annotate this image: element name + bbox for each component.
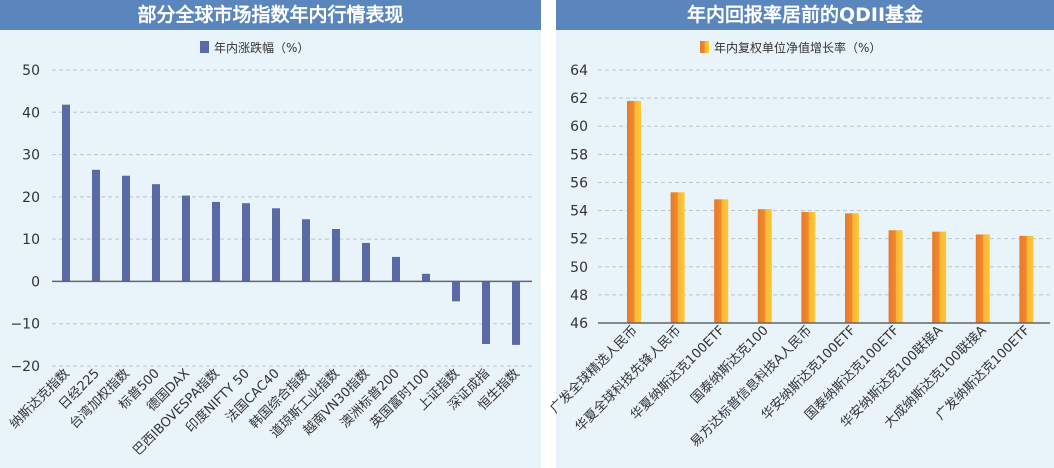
left-panel: 部分全球市场指数年内行情表现	[0, 0, 541, 468]
bar	[122, 175, 130, 282]
bar	[92, 169, 100, 282]
y-tick-label: 60	[570, 119, 588, 135]
bar	[182, 195, 190, 282]
y-tick-label: −10	[10, 317, 40, 333]
bar	[975, 234, 990, 323]
y-tick-label: 58	[570, 147, 588, 163]
y-tick-label: 30	[22, 148, 40, 164]
bar	[332, 228, 340, 282]
bar	[482, 281, 490, 345]
legend-swatch	[700, 41, 709, 53]
bar	[242, 203, 250, 282]
bar	[422, 273, 430, 282]
y-tick-label: 50	[22, 63, 40, 79]
bar	[932, 231, 947, 323]
bar	[452, 281, 460, 302]
bar	[627, 100, 641, 323]
y-tick-label: 10	[22, 232, 40, 248]
bar	[845, 213, 859, 323]
y-tick-label: 48	[570, 288, 588, 304]
bar	[212, 201, 220, 282]
y-tick-label: 52	[570, 232, 588, 248]
bar	[512, 281, 520, 345]
y-tick-label: 54	[570, 204, 588, 220]
bar	[362, 242, 370, 282]
y-tick-label: −20	[10, 359, 40, 375]
bar	[670, 192, 685, 323]
left-chart-title: 部分全球市场指数年内行情表现	[0, 0, 541, 30]
bar	[888, 230, 903, 323]
y-tick-label: 56	[570, 175, 588, 191]
bar	[302, 219, 310, 282]
legend-label: 年内涨跌幅（%）	[214, 40, 309, 55]
bar	[1019, 235, 1034, 323]
y-tick-label: 50	[570, 260, 588, 276]
y-tick-label: 40	[22, 105, 40, 121]
bar	[801, 211, 816, 323]
right-chart-title: 年内回报率居前的QDII基金	[556, 0, 1054, 30]
x-tick-label: 国泰纳斯达克100	[688, 323, 771, 406]
bar	[392, 256, 400, 282]
y-tick-label: 62	[570, 91, 588, 107]
bar	[152, 184, 160, 282]
legend-label: 年内复权单位净值增长率（%）	[714, 40, 881, 55]
y-tick-label: 0	[31, 274, 40, 290]
bar	[62, 104, 70, 282]
bar	[714, 199, 729, 323]
y-tick-label: 46	[570, 316, 588, 332]
legend-swatch	[200, 41, 209, 53]
y-tick-label: 20	[22, 190, 40, 206]
bar	[272, 208, 280, 282]
bar	[757, 209, 772, 323]
y-tick-label: 64	[570, 63, 588, 79]
